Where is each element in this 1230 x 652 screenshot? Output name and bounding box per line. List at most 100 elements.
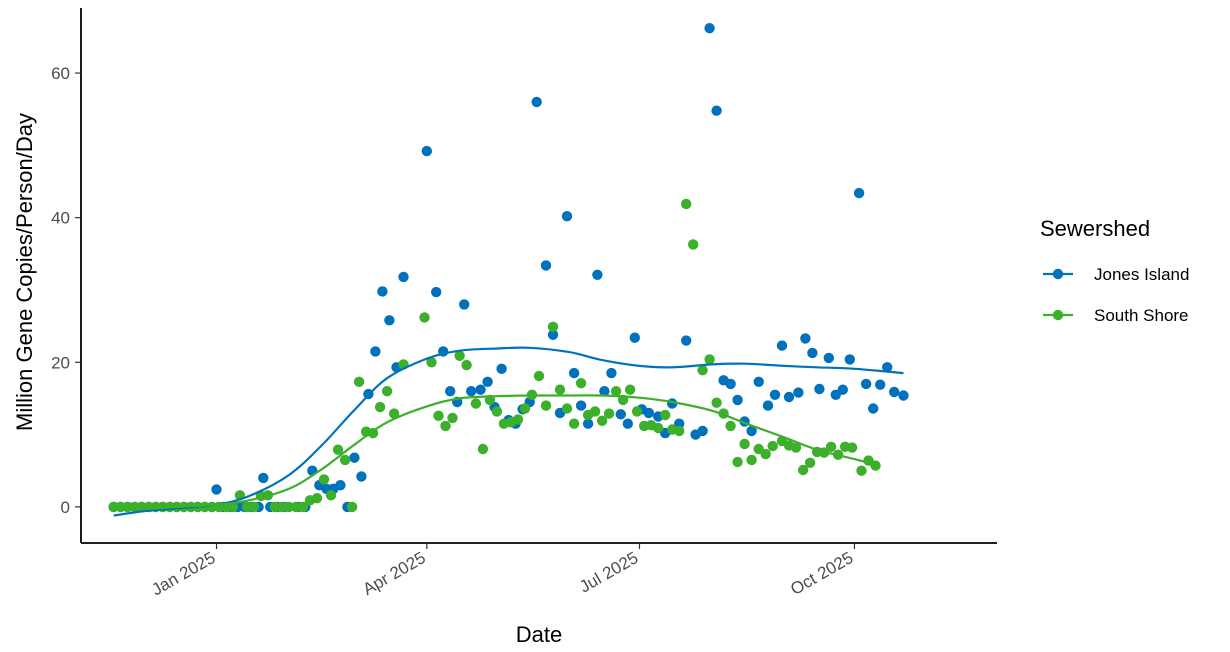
data-point (898, 390, 909, 401)
data-point (433, 410, 444, 421)
data-point (445, 386, 456, 397)
data-point (496, 363, 507, 374)
data-point (248, 501, 260, 513)
legend-key-point (1052, 268, 1064, 280)
data-point (419, 312, 430, 323)
data-point (868, 403, 879, 414)
data-point (697, 425, 708, 437)
x-tick-label: Jan 2025 (148, 548, 218, 599)
data-point (211, 484, 222, 495)
x-axis-title: Date (516, 622, 562, 647)
y-axis-title: Million Gene Copies/Person/Day (12, 113, 37, 431)
legend-key-point (1052, 309, 1064, 321)
data-point (732, 394, 743, 406)
data-point (568, 418, 580, 429)
data-point (704, 354, 715, 365)
data-point (582, 418, 594, 429)
data-point (711, 105, 722, 116)
data-point (797, 464, 809, 476)
data-point (258, 472, 269, 484)
data-point (575, 400, 587, 411)
data-point (783, 391, 795, 403)
data-point (466, 386, 477, 397)
data-point (807, 347, 818, 359)
legend-title: Sewershed (1040, 216, 1150, 241)
data-point (297, 501, 309, 513)
x-tick-label: Jul 2025 (576, 548, 641, 597)
data-point (681, 198, 692, 210)
data-point (398, 271, 409, 283)
data-point (459, 299, 470, 310)
data-point (531, 96, 542, 108)
data-point (325, 490, 337, 501)
data-point (447, 412, 458, 424)
y-tick-label: 0 (61, 498, 70, 517)
data-point (674, 418, 685, 429)
data-point (335, 480, 346, 491)
data-point (561, 403, 573, 414)
data-point (825, 441, 837, 452)
data-point (725, 420, 736, 432)
data-point (760, 448, 771, 460)
data-point (882, 362, 893, 373)
data-point (697, 365, 708, 376)
data-point (349, 452, 360, 463)
data-point (381, 386, 393, 397)
data-point (814, 383, 825, 395)
trend-line-jones-island (113, 346, 904, 517)
data-point (762, 400, 774, 411)
x-tick-label: Apr 2025 (360, 548, 429, 599)
data-point (732, 456, 743, 468)
data-point (356, 471, 367, 482)
trend-line-south-shore (113, 394, 876, 511)
data-point (739, 438, 750, 450)
data-point (318, 474, 330, 485)
data-point (790, 442, 802, 453)
y-axis: 0 20 40 60 (51, 8, 82, 543)
legend-item-jones-island: Jones Island (1043, 265, 1189, 284)
data-point (589, 406, 601, 417)
data-point (681, 335, 692, 346)
data-point (674, 425, 685, 437)
data-point (860, 378, 872, 390)
data-point (753, 376, 764, 387)
series-points-south-shore (108, 198, 881, 513)
data-point (837, 384, 848, 395)
y-tick-label: 40 (51, 209, 70, 228)
legend: Sewershed Jones Island South Shore (1040, 216, 1189, 325)
data-point (599, 386, 610, 397)
data-point (615, 409, 626, 420)
data-point (461, 359, 472, 371)
data-point (793, 387, 804, 398)
data-point (533, 370, 545, 382)
data-point (346, 501, 358, 513)
data-point (660, 409, 671, 421)
data-point (875, 379, 886, 390)
data-point (606, 367, 617, 379)
data-point (421, 145, 432, 157)
data-point (519, 403, 531, 414)
y-tick-label: 20 (51, 353, 70, 372)
plot-area (108, 23, 909, 517)
data-point (725, 378, 736, 390)
data-point (374, 401, 386, 413)
data-point (596, 415, 608, 426)
data-point (477, 443, 489, 455)
data-point (688, 239, 699, 250)
data-point (512, 414, 524, 425)
data-point (856, 465, 867, 476)
data-point (853, 187, 865, 199)
data-point (482, 376, 493, 387)
data-point (823, 352, 834, 364)
data-point (711, 397, 722, 408)
data-point (870, 460, 881, 471)
data-point (554, 384, 566, 395)
data-point (844, 354, 855, 365)
data-point (767, 440, 778, 452)
data-point (568, 367, 580, 379)
data-point (388, 408, 400, 419)
data-point (704, 23, 715, 34)
x-tick-label: Oct 2025 (787, 548, 856, 599)
data-point (454, 350, 465, 361)
